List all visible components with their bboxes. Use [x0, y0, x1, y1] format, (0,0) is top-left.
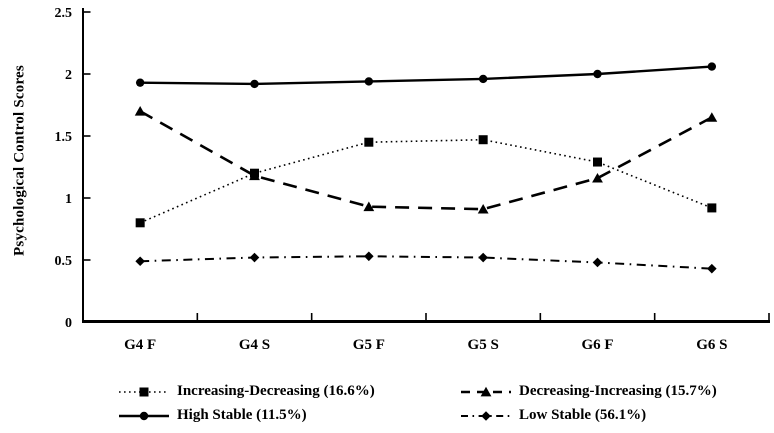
square-marker-icon	[593, 157, 602, 167]
legend-item-low-stable: Low Stable (56.1%)	[460, 407, 717, 424]
triangle-marker-icon	[363, 201, 375, 212]
psychological-control-trajectories-chart: 0 0.5 1 1.5 2 2.5 G4 F G4 S G5 F G5 S G6 F G6 S	[55, 6, 770, 353]
diamond-marker-icon	[249, 252, 260, 263]
chart-legend: Increasing-Decreasing (16.6%) Decreasing…	[118, 383, 717, 424]
diamond-marker-icon	[478, 252, 488, 263]
circle-marker-icon	[135, 78, 145, 87]
square-marker-icon	[135, 218, 145, 228]
triangle-marker-icon	[134, 106, 146, 116]
square-marker-icon	[139, 387, 149, 396]
y-tick-label: 0.5	[55, 254, 73, 269]
y-axis-title: Psychological Control Scores	[11, 65, 28, 256]
x-category-label: G5 S	[468, 337, 499, 353]
x-category-label: G4 F	[124, 337, 156, 353]
legend-label-decreasing-increasing: Decreasing-Increasing (15.7%)	[519, 383, 717, 399]
series-decreasing-increasing-15-7	[134, 106, 718, 214]
square-marker-icon	[250, 168, 259, 178]
solid-circle-swatch-icon	[119, 411, 169, 420]
circle-marker-icon	[250, 79, 259, 89]
legend-label-low-stable: Low Stable (56.1%)	[519, 407, 647, 423]
diamond-marker-icon	[592, 257, 603, 268]
square-marker-icon	[364, 137, 374, 147]
diamond-marker-icon	[707, 263, 717, 274]
legend-label-increasing-decreasing: Increasing-Decreasing (16.6%)	[177, 383, 375, 399]
square-marker-icon	[707, 203, 717, 213]
legend-item-increasing-decreasing: Increasing-Decreasing (16.6%)	[118, 383, 460, 400]
circle-marker-icon	[478, 74, 488, 84]
x-category-label: G5 F	[353, 337, 385, 353]
series-line	[140, 255, 712, 270]
y-tick-label: 1.5	[55, 130, 73, 145]
y-tick-label: 1	[65, 192, 72, 207]
dashdot-diamond-swatch-icon	[461, 410, 511, 421]
y-tick-label: 2	[65, 68, 72, 83]
series-line	[139, 110, 713, 211]
triangle-marker-icon	[592, 172, 603, 183]
triangle-marker-icon	[480, 386, 492, 396]
circle-marker-icon	[139, 411, 149, 420]
series-low-stable-56-1	[135, 251, 717, 274]
x-category-label: G6 F	[581, 337, 613, 353]
triangle-marker-icon	[706, 112, 718, 122]
triangle-marker-icon	[477, 203, 489, 214]
legend-item-decreasing-increasing: Decreasing-Increasing (15.7%)	[460, 383, 717, 400]
dashed-triangle-swatch-icon	[461, 386, 511, 396]
dotted-square-swatch-icon	[119, 387, 169, 396]
series-increasing-decreasing-16-6	[135, 135, 717, 228]
diamond-marker-icon	[481, 410, 491, 421]
diamond-marker-icon	[135, 256, 145, 267]
circle-marker-icon	[707, 62, 717, 71]
series-line	[139, 138, 713, 224]
y-tick-label: 2.5	[55, 6, 73, 21]
diamond-marker-icon	[364, 251, 374, 262]
y-tick-label: 0	[65, 316, 72, 331]
x-category-label: G6 S	[696, 337, 727, 353]
square-marker-icon	[478, 135, 488, 145]
series-line	[140, 65, 712, 86]
x-category-label: G4 S	[239, 337, 270, 353]
circle-marker-icon	[593, 69, 602, 79]
series-high-stable-11-5	[135, 62, 717, 89]
legend-item-high-stable: High Stable (11.5%)	[118, 407, 460, 424]
circle-marker-icon	[364, 77, 374, 86]
legend-label-high-stable: High Stable (11.5%)	[177, 407, 307, 423]
